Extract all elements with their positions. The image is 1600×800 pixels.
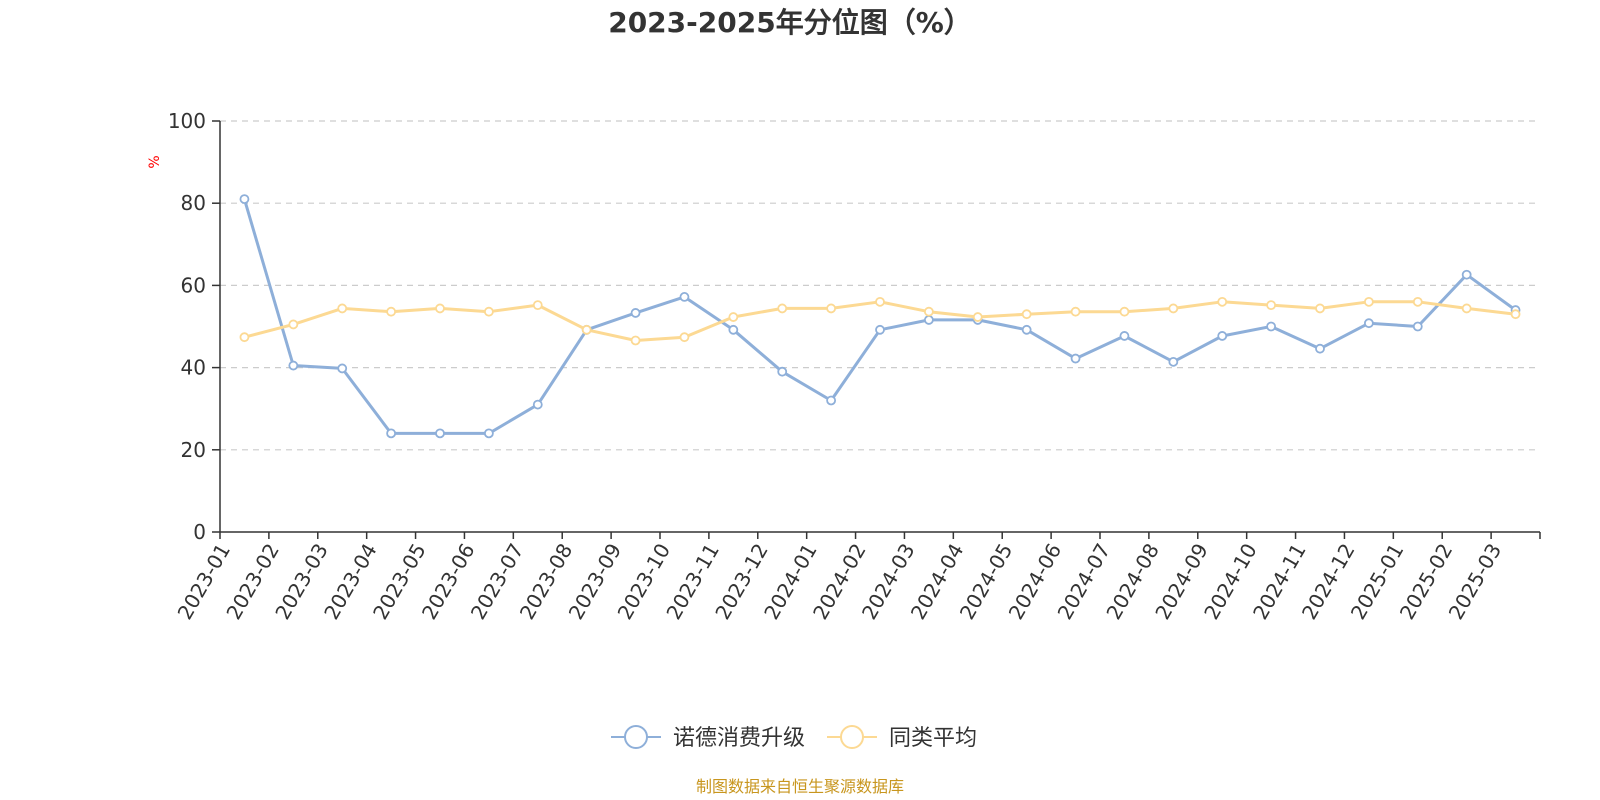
data-point [239, 194, 250, 204]
grid-lines [220, 120, 1540, 451]
data-point [1315, 343, 1325, 354]
legend[interactable]: 诺德消费升级 同类平均 [611, 725, 977, 751]
data-point [826, 303, 837, 314]
y-tick-label: 20 [181, 438, 206, 462]
data-point [483, 428, 494, 439]
data-point [1510, 309, 1521, 320]
y-tick-label: 60 [181, 273, 206, 297]
data-point [1021, 309, 1032, 320]
data-point [1119, 306, 1130, 317]
data-point [1461, 269, 1472, 280]
data-point [679, 292, 690, 302]
data-point [532, 300, 543, 311]
data-point [679, 332, 690, 343]
series-line [242, 198, 1517, 435]
data-point [1217, 331, 1228, 341]
data-point [875, 296, 885, 307]
data-point [1363, 296, 1374, 307]
data-point [1021, 324, 1032, 335]
legend-item-2[interactable]: 同类平均 [827, 725, 977, 751]
data-point [337, 303, 348, 314]
data-point [1168, 356, 1179, 367]
data-point [630, 335, 641, 346]
data-point [1070, 353, 1081, 364]
data-point [923, 306, 934, 317]
data-point [288, 360, 299, 371]
data-point [435, 303, 445, 314]
data-point [1266, 300, 1277, 311]
data-point [728, 324, 739, 335]
series-layer [239, 194, 1521, 439]
data-point [630, 308, 641, 318]
series-line [244, 300, 1516, 342]
data-point [239, 332, 250, 343]
data-point [435, 428, 445, 439]
legend-marker-icon [624, 725, 648, 749]
data-point [337, 363, 348, 374]
data-point [386, 428, 397, 439]
y-tick-label: 80 [181, 191, 206, 215]
data-point [1461, 303, 1472, 314]
data-point [777, 303, 788, 314]
y-tick-label: 100 [168, 109, 206, 133]
data-point [532, 399, 543, 410]
data-point [777, 366, 788, 377]
data-point [1070, 306, 1081, 317]
y-tick-label: 40 [181, 356, 206, 380]
data-point [1266, 321, 1277, 332]
legend-label: 诺德消费升级 [673, 726, 805, 751]
data-point [386, 306, 397, 317]
data-point [1168, 303, 1179, 314]
chart-title: 2023-2025年分位图（%） [608, 6, 972, 39]
data-point [826, 395, 837, 406]
series-1 [239, 194, 1521, 439]
data-source-note: 制图数据来自恒生聚源数据库 [696, 777, 904, 796]
data-point [1315, 303, 1325, 314]
series-2 [239, 296, 1521, 346]
data-point [483, 306, 494, 317]
data-point [728, 312, 739, 322]
data-point [1412, 321, 1423, 332]
legend-marker-icon [840, 725, 864, 749]
data-point [288, 319, 299, 330]
data-point [581, 324, 592, 335]
data-point [1363, 318, 1374, 329]
legend-label: 同类平均 [889, 726, 977, 751]
y-tick-label: 0 [193, 520, 206, 544]
legend-item-1[interactable]: 诺德消费升级 [611, 725, 805, 751]
data-point [1217, 296, 1228, 307]
data-point [1412, 296, 1423, 307]
data-point [972, 312, 983, 322]
data-point [875, 324, 885, 335]
data-point [1119, 331, 1130, 341]
y-axis-unit-label: % [147, 155, 163, 168]
data-point [923, 315, 934, 325]
